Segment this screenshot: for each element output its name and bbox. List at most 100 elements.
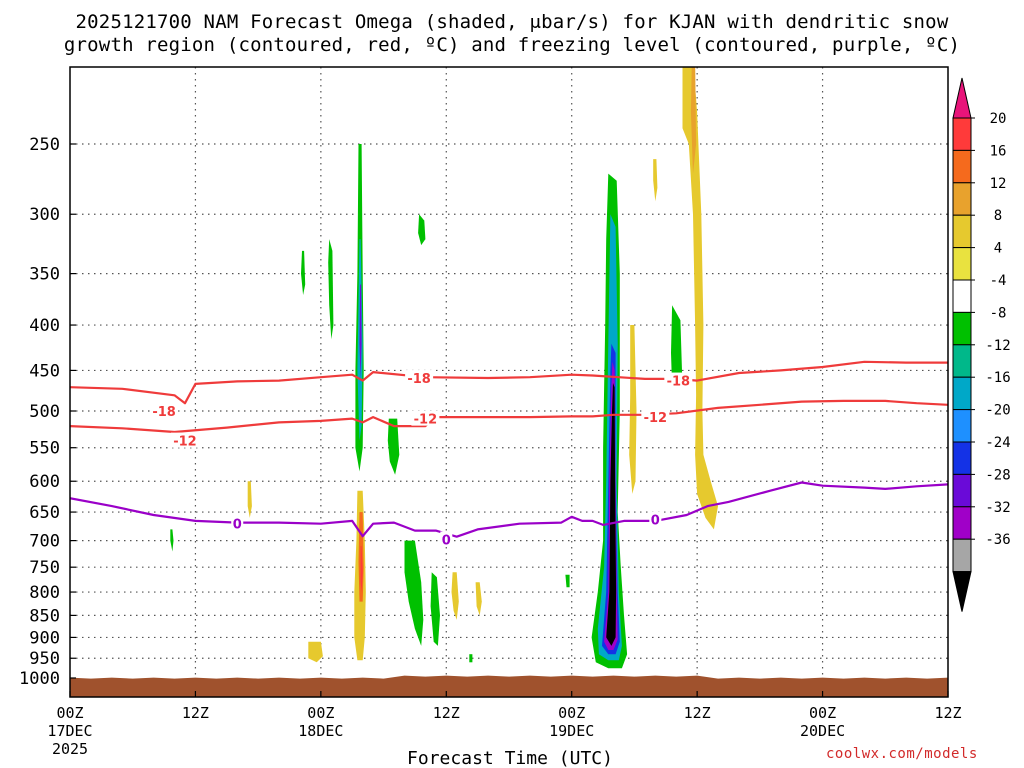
x-tick-label: 12Z <box>182 704 209 722</box>
colorbar-swatch <box>952 117 972 151</box>
colorbar-swatch <box>952 538 972 573</box>
y-tick-label: 350 <box>29 265 60 285</box>
y-tick-label: 650 <box>29 503 60 523</box>
x-tick-label: 00Z <box>558 704 585 722</box>
colorbar: 20 16 12 8 4 -4 -8 -12 -16 -20 -24 -28 -32 -36 <box>952 77 1011 612</box>
x-date-label: 17DEC <box>47 722 92 740</box>
omega-region-3 <box>359 284 362 379</box>
contour-label-bg <box>664 372 693 388</box>
x-tick-label: 12Z <box>684 704 711 722</box>
contour-label: 0 <box>651 514 660 529</box>
colorbar-bottom-arrow <box>952 571 972 612</box>
contour-label: 0 <box>233 518 242 533</box>
omega-region-27 <box>682 67 718 530</box>
colorbar-swatch <box>952 506 972 540</box>
plot-area: -18 -18 -18 -12 -12 -12 0 0 0 <box>70 67 948 697</box>
omega-region-17 <box>308 641 323 663</box>
contour-label-bg <box>170 432 199 448</box>
y-tick-label: 850 <box>29 606 60 626</box>
omega-region-16 <box>170 529 174 552</box>
contour-label: -12 <box>644 411 668 426</box>
contour-label-bg <box>405 370 434 386</box>
x-tick-label: 12Z <box>934 704 961 722</box>
omega-region-29 <box>565 574 570 588</box>
x-date-label: 20DEC <box>800 722 845 740</box>
colorbar-label: 4 <box>994 241 1002 257</box>
colorbar-label: -28 <box>985 467 1010 483</box>
omega-region-7 <box>387 418 400 475</box>
x-tick-label: 00Z <box>56 704 83 722</box>
omega-region-14 <box>475 582 482 616</box>
omega-region-11 <box>404 540 424 646</box>
omega-region-4 <box>328 239 334 340</box>
omega-shading <box>170 67 718 669</box>
y-tick-label: 450 <box>29 361 60 381</box>
grid <box>70 67 948 697</box>
y-tick-label: 600 <box>29 472 60 492</box>
x-date-label: 18DEC <box>298 722 343 740</box>
colorbar-label: 20 <box>990 111 1007 127</box>
colorbar-swatch <box>952 149 972 184</box>
y-tick-label: 700 <box>29 532 60 552</box>
contour-label: -18 <box>152 405 176 420</box>
colorbar-label: 16 <box>990 143 1007 159</box>
colorbar-swatch <box>952 247 972 281</box>
colorbar-swatch <box>952 409 972 443</box>
contour-label-bg <box>440 531 453 547</box>
terrain-ground <box>70 675 948 697</box>
omega-region-18 <box>469 654 473 663</box>
omega-region-24 <box>629 325 637 494</box>
contour-label-bg <box>641 409 670 425</box>
x-axis-title: Forecast Time (UTC) <box>407 748 613 768</box>
x-tick-label: 00Z <box>307 704 334 722</box>
colorbar-label: -8 <box>990 305 1007 321</box>
omega-region-23 <box>606 383 617 646</box>
y-tick-label: 300 <box>29 205 60 225</box>
colorbar-label: -32 <box>985 500 1010 516</box>
x-tick-label: 12Z <box>433 704 460 722</box>
y-tick-label: 750 <box>29 558 60 578</box>
omega-region-6 <box>418 214 426 246</box>
contour-label: 0 <box>442 534 451 549</box>
omega-region-12 <box>430 572 440 646</box>
chart-title-line-2: growth region (contoured, red, ºC) and f… <box>63 34 961 56</box>
contour-label: -12 <box>414 413 438 428</box>
colorbar-label: -36 <box>985 532 1010 548</box>
contour-label: -18 <box>667 375 691 390</box>
colorbar-swatch <box>952 344 972 378</box>
y-tick-label: 250 <box>29 135 60 155</box>
omega-region-26 <box>671 305 683 388</box>
colorbar-label: -20 <box>985 403 1010 419</box>
contour-line-0 <box>70 481 948 538</box>
contour-label-bg <box>411 410 440 426</box>
colorbar-swatch <box>952 279 972 313</box>
y-tick-label: 800 <box>29 583 60 603</box>
omega-region-5 <box>301 250 306 295</box>
colorbar-label: 12 <box>990 176 1007 192</box>
contour-label-bg <box>231 515 244 531</box>
contour-label-bg <box>649 511 662 527</box>
y-tick-label: 400 <box>29 316 60 336</box>
contour-label: -18 <box>407 372 431 387</box>
colorbar-swatch <box>952 214 972 249</box>
y-tick-label: 900 <box>29 628 60 648</box>
colorbar-label: -24 <box>985 435 1010 451</box>
colorbar-label: -4 <box>990 273 1007 289</box>
contour-line-m12 <box>70 399 948 434</box>
x-year-label: 2025 <box>52 740 88 758</box>
colorbar-label: 8 <box>994 208 1002 224</box>
x-tick-label: 00Z <box>809 704 836 722</box>
colorbar-swatch <box>952 441 972 475</box>
omega-region-13 <box>451 572 459 620</box>
contour-line-m18 <box>70 360 948 405</box>
colorbar-swatch <box>952 182 972 216</box>
omega-region-25 <box>653 159 658 202</box>
contour-label: -12 <box>173 435 197 450</box>
x-date-label: 19DEC <box>549 722 594 740</box>
y-tick-label: 550 <box>29 439 60 459</box>
colorbar-top-arrow <box>952 77 972 119</box>
colorbar-label: -16 <box>985 370 1010 386</box>
plot-frame <box>69 66 949 698</box>
omega-region-10 <box>360 546 363 592</box>
